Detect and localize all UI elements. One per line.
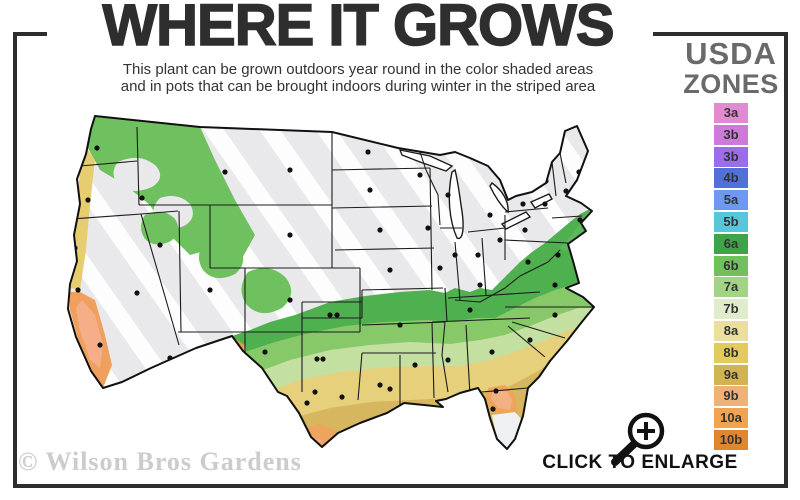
subtitle-line-1: This plant can be grown outdoors year ro… — [122, 61, 594, 78]
legend-zone-10a: 10a — [714, 408, 748, 429]
page-title: WHERE IT GROWS — [102, 0, 616, 59]
frame-border-left — [13, 32, 17, 488]
legend-zone-8b: 8b — [714, 342, 748, 363]
frame-border-right — [784, 32, 788, 488]
usda-zones-legend: USDA ZONES 3a 3b 3b 4b 5a 5b 6a 6b 7a 7b… — [676, 38, 786, 452]
usa-hardiness-zone-map — [67, 115, 595, 450]
legend-zone-7b: 7b — [714, 299, 748, 320]
legend-zone-9a: 9a — [714, 364, 748, 385]
click-to-enlarge-button[interactable]: CLICK TO ENLARGE — [542, 452, 738, 473]
frame-border-top-right — [653, 32, 788, 36]
legend-zone-9b: 9b — [714, 386, 748, 407]
legend-zone-5a: 5a — [714, 190, 748, 211]
legend-zone-4b: 4b — [714, 168, 748, 189]
page-subtitle: This plant can be grown outdoors year ro… — [28, 61, 688, 95]
legend-zone-column: 3a 3b 3b 4b 5a 5b 6a 6b 7a 7b 8a 8b 9a 9… — [676, 103, 786, 450]
legend-zone-3a: 3a — [714, 103, 748, 123]
legend-zone-7a: 7a — [714, 277, 748, 298]
magnifier-plus-icon[interactable] — [600, 403, 690, 478]
legend-title-usda: USDA — [685, 36, 777, 71]
frame-border-bottom — [13, 484, 788, 488]
legend-zone-10b: 10b — [714, 429, 748, 450]
legend-zone-6a: 6a — [714, 233, 748, 254]
watermark: © Wilson Bros Gardens — [18, 447, 302, 476]
subtitle-line-2: and in pots that can be brought indoors … — [120, 78, 596, 95]
legend-zone-6b: 6b — [714, 255, 748, 276]
legend-zone-3b-2: 3b — [714, 146, 748, 167]
legend-zone-5b: 5b — [714, 211, 748, 232]
legend-zone-3b: 3b — [714, 124, 748, 145]
frame-border-top-left — [13, 32, 47, 36]
legend-title-zones: ZONES — [683, 69, 779, 99]
us-outline — [67, 115, 595, 450]
map-zone-fills — [68, 116, 594, 449]
legend-zone-8a: 8a — [714, 320, 748, 341]
